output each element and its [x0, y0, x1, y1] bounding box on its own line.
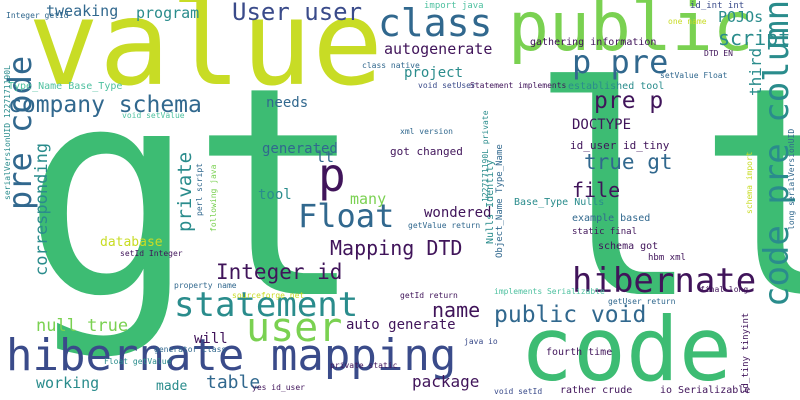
word-null-true: null true [36, 316, 129, 336]
word-schema-import: schema import [745, 151, 754, 214]
word-yes-id-user: yes id_user [252, 383, 305, 392]
word-autogenerate: autogenerate [384, 40, 493, 58]
word-private-static: private static [330, 361, 398, 370]
word-table: table [206, 372, 261, 393]
word-class: class [378, 1, 493, 45]
word-p-pre: p pre [572, 43, 669, 81]
word-hbm-xml: hbm xml [648, 253, 686, 263]
word-void-setuser: void setUser [418, 81, 476, 90]
word-hibernate: hibernate [572, 261, 757, 301]
word-float: Float [298, 197, 395, 235]
word-doctype: DOCTYPE [572, 117, 632, 133]
word-id-user-id-tiny: id_user id_tiny [570, 139, 670, 152]
word-statement: statement [174, 285, 359, 325]
word-program: program [136, 4, 200, 22]
word-public-void: public void [494, 302, 647, 328]
word-many: many [350, 190, 387, 208]
word-made: made [156, 379, 188, 394]
word-user: user [246, 305, 343, 351]
word-implements-serializable: implements Serializable [494, 287, 605, 296]
word-generated: generated [262, 141, 338, 157]
word-private: private [174, 151, 196, 232]
word-id-int-int: id_int int [690, 1, 745, 11]
word-will: will [194, 331, 228, 347]
word-float-getvalue: Float getValue [104, 357, 172, 366]
word-dtd-en: DTD EN [704, 49, 733, 58]
word-one-name: one name [668, 17, 707, 26]
word-gt-lt: gt lt [22, 26, 800, 363]
word-java-io: java io [464, 337, 498, 346]
word-import-java: import java [424, 1, 484, 11]
word-getvalue-return: getValue return [408, 221, 481, 230]
word-io-serializable: io Serializable [660, 385, 751, 396]
word-id-tiny-tinyint: id_tiny tinyint [741, 312, 751, 394]
word-perl-script: perl script [195, 163, 204, 216]
word-example-based: example based [572, 213, 651, 224]
word-xml-version: xml version [400, 127, 453, 136]
word-generator-class: generator class [154, 345, 227, 354]
word-sourceforge-net: sourceforge net [232, 291, 305, 300]
word-long-serialversionuid: long serialVersionUID [787, 128, 796, 230]
word-lt: lt [316, 148, 335, 166]
word-statement-implements: Statement implements [470, 81, 567, 90]
word-auto-generate: auto generate [346, 317, 456, 333]
word-getid-return: getId return [400, 291, 458, 300]
word-rather-crude: rather crude [560, 385, 633, 396]
word-p: p [318, 148, 346, 202]
word-setvalue-float: setValue Float [660, 71, 728, 80]
word-getuser-return: getUser return [608, 297, 676, 306]
word-void-setid: void setId [494, 387, 543, 396]
word-got-changed: got changed [390, 145, 463, 158]
word-void-setvalue: void setValue [122, 111, 185, 120]
word-setid-integer: setId Integer [120, 249, 183, 258]
word-static-final: static final [572, 227, 638, 237]
word-serialversionuid-1: serialVersionUID 1227171190L [3, 65, 12, 200]
word-gathering-information: gathering information [530, 37, 657, 48]
word-database: database [100, 235, 163, 250]
word-corresponding: corresponding [32, 142, 52, 276]
word-code: code [520, 298, 732, 400]
word-project: project [404, 65, 464, 81]
word-fourth-time: fourth time [546, 347, 613, 358]
word-pre-p: pre p [594, 88, 664, 114]
word-final-long: final long [700, 285, 749, 294]
word-integer-getid: Integer getId [6, 11, 69, 20]
word-user-user: User user [232, 0, 363, 26]
word-true-gt: true gt [584, 150, 673, 174]
word-property-name: property name [174, 281, 237, 290]
word-tweaking: tweaking [46, 2, 119, 20]
word-file: file [572, 178, 621, 202]
word-third: third [746, 47, 765, 96]
word-value: value [28, 0, 384, 112]
word-needs: needs [266, 95, 309, 111]
word-type-name-base-type: Type_Name Base_Type [8, 81, 123, 92]
word-package: package [412, 372, 480, 391]
word-name: name [432, 298, 481, 322]
word-schema-got: schema got [598, 241, 659, 252]
word-working: working [36, 374, 100, 392]
word-established-tool: established tool [568, 81, 665, 92]
word-public: public [508, 0, 754, 67]
word-base-type-nulls: Base_Type Nulls [514, 197, 605, 208]
word-mapping-dtd: Mapping DTD [330, 236, 463, 260]
word-following-java: following java [209, 164, 218, 232]
word-class-native: class native [362, 61, 420, 70]
word-tool: tool [258, 187, 292, 203]
word-company-schema: company schema [8, 92, 202, 118]
word-pojos: POJOs [718, 8, 764, 26]
word-script: script [718, 26, 791, 50]
word-object-name-type-name: Object_Name Type_Name [495, 144, 505, 258]
word-wondered: wondered [424, 205, 492, 221]
word-integer-id: Integer id [216, 260, 343, 284]
word-hibernate-mapping: hibernate mapping [6, 330, 457, 381]
